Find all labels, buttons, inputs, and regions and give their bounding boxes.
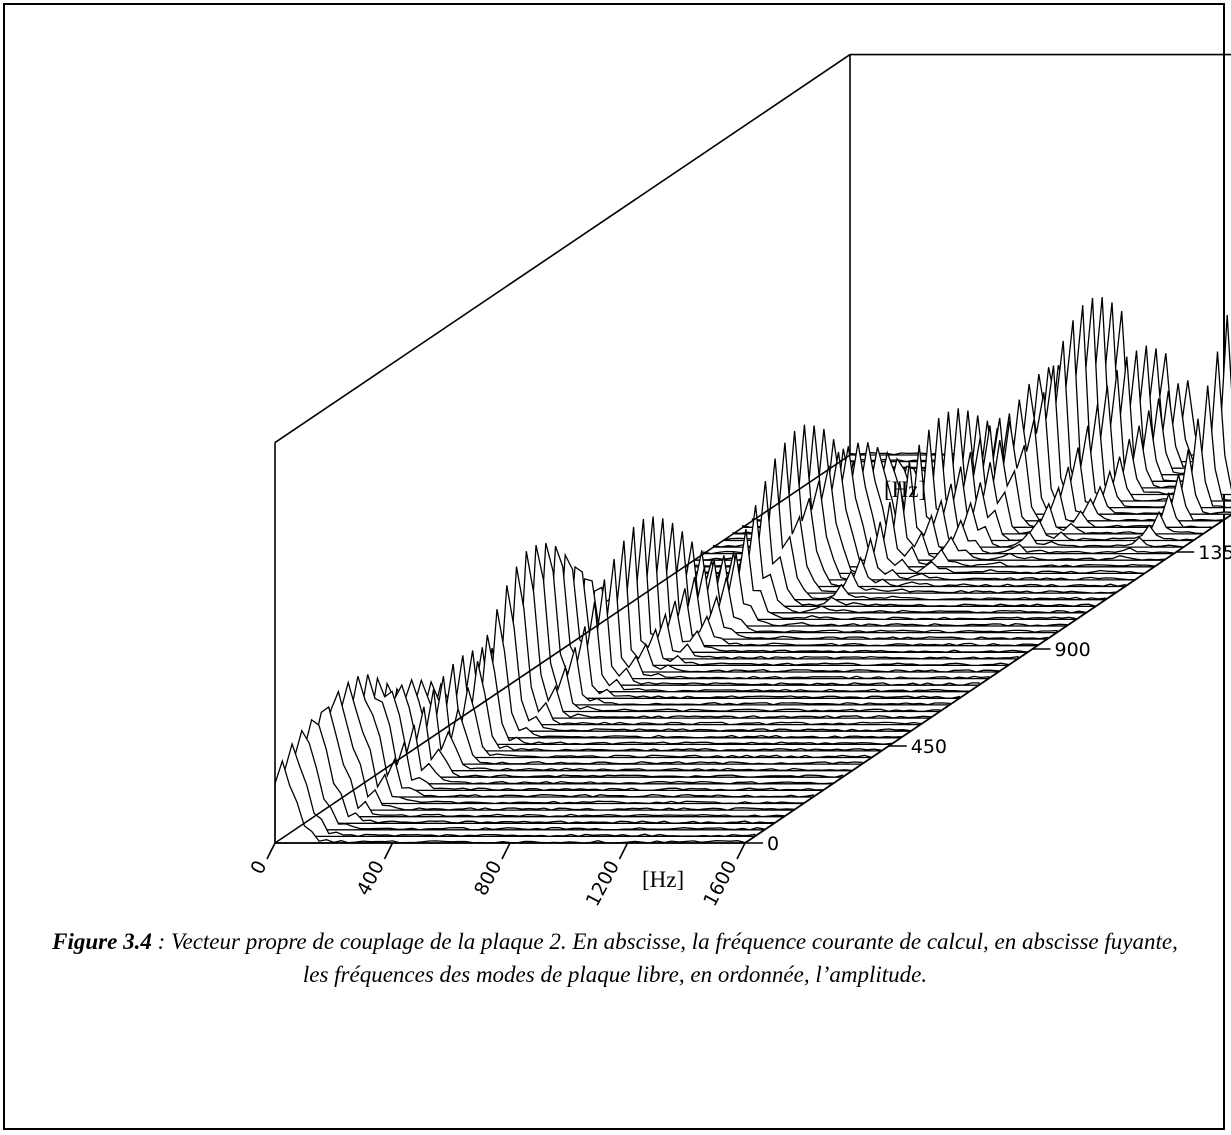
- waterfall-trace: [332, 680, 805, 805]
- depth-axis: 045090013501800: [745, 542, 1231, 855]
- waterfall-trace: [313, 705, 785, 818]
- caption-label: Figure 3.4: [52, 929, 152, 954]
- x-axis-unit: [Hz]: [642, 867, 684, 892]
- x-tick-label: 0: [246, 857, 271, 878]
- x-tick-label: 1600: [699, 857, 741, 910]
- depth-axis-unit: [Hz]: [884, 477, 926, 502]
- x-tick-label: 400: [352, 857, 388, 899]
- depth-tick-label: 450: [911, 736, 947, 758]
- waterfall-trace: [342, 676, 814, 798]
- x-tick-label: 1200: [582, 857, 624, 910]
- depth-tick-label: 900: [1055, 639, 1091, 661]
- waterfall-trace: [284, 741, 756, 838]
- waterfall-traces: [274, 297, 1231, 844]
- box-edge: [274, 53, 851, 444]
- waterfall-trace: [303, 718, 775, 824]
- figure-caption: Figure 3.4 : Vecteur propre de couplage …: [40, 925, 1190, 991]
- x-tick: [736, 842, 746, 860]
- x-tick-label: 800: [470, 857, 506, 899]
- waterfall-trace: [323, 689, 795, 811]
- x-tick: [383, 842, 394, 860]
- x-tick: [501, 842, 511, 860]
- depth-tick-label: 0: [767, 833, 779, 855]
- chart-box: [274, 53, 1231, 844]
- caption-text: : Vecteur propre de couplage de la plaqu…: [151, 929, 1178, 987]
- x-tick: [618, 842, 629, 860]
- waterfall-trace: [293, 728, 766, 831]
- box-edge: [274, 454, 851, 844]
- x-tick: [266, 842, 276, 860]
- depth-tick-label: 1350: [1198, 542, 1231, 564]
